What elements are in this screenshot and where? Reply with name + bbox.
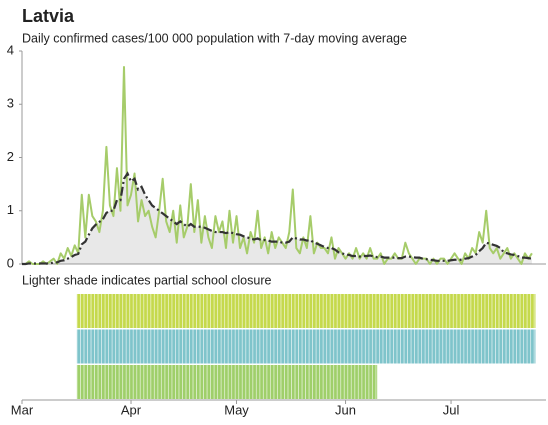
average-line [22, 171, 533, 266]
y-tick-label: 1 [7, 202, 14, 217]
plot: 0 1 2 3 4 Mar Apr May Jun Jul [7, 42, 546, 417]
closure-stripes [76, 365, 378, 399]
x-tick-label: Apr [121, 402, 142, 417]
x-tick-label: Jul [443, 402, 460, 417]
chart-title: Latvia [22, 6, 75, 26]
chart-subtitle: Daily confirmed cases/100 000 population… [22, 31, 407, 45]
x-tick-label: Mar [11, 402, 34, 417]
y-tick-label: 0 [7, 255, 14, 270]
closure-stripes [76, 294, 536, 328]
closure-note: Lighter shade indicates partial school c… [22, 273, 271, 287]
x-tick-label: Jun [335, 402, 356, 417]
y-tick-label: 3 [7, 96, 14, 111]
x-tick-label: May [224, 402, 249, 417]
y-tick-label: 4 [7, 42, 14, 57]
y-tick-label: 2 [7, 149, 14, 164]
closure-stripes [76, 329, 536, 364]
average-area [22, 173, 532, 264]
